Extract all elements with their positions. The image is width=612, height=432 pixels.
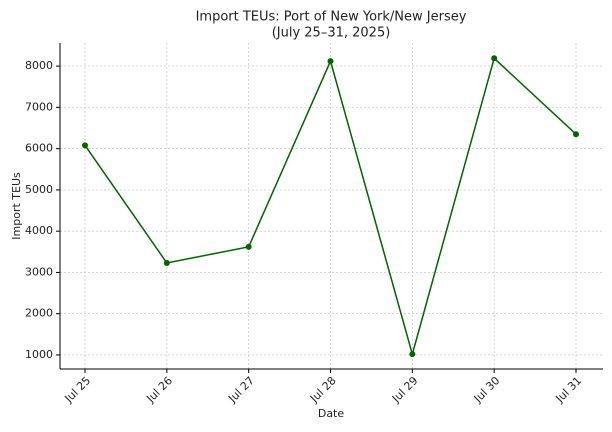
y-tick-label: 1000 — [25, 348, 53, 361]
y-tick-label: 4000 — [25, 224, 53, 237]
y-tick-label: 8000 — [25, 59, 53, 72]
y-axis-label: Import TEUs — [10, 172, 23, 240]
x-axis-label: Date — [318, 407, 345, 420]
x-tick-label: Jul 27 — [225, 374, 257, 406]
point — [327, 58, 334, 65]
y-tick-label: 6000 — [25, 142, 53, 155]
point — [573, 131, 579, 138]
point — [491, 55, 498, 62]
point — [409, 351, 416, 358]
point — [82, 142, 88, 149]
x-tick-label: Jul 28 — [307, 374, 339, 406]
chart-subtitle: (July 25–31, 2025) — [272, 26, 391, 41]
chart-title: Import TEUs: Port of New York/New Jersey — [196, 10, 467, 25]
point — [163, 259, 170, 266]
x-tick-label: Jul 25 — [62, 374, 94, 406]
y-tick-label: 3000 — [25, 265, 53, 278]
x-tick-label: Jul 30 — [471, 374, 503, 406]
line — [84, 56, 577, 357]
point — [245, 243, 252, 250]
x-tick-label: Jul 29 — [389, 374, 421, 406]
y-tick-label: 2000 — [25, 307, 53, 320]
y-tick-label: 5000 — [25, 183, 53, 196]
x-tick-label: Jul 31 — [553, 374, 585, 406]
y-tick-label: 7000 — [25, 100, 53, 113]
x-tick-label: Jul 26 — [143, 374, 175, 406]
